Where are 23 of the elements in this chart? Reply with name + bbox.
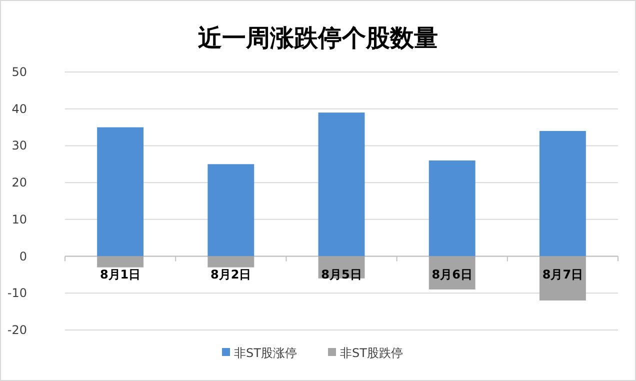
y-tick-label: -10 [7,286,27,300]
bar [318,112,365,256]
y-tick-label: 30 [12,138,27,153]
y-tick-label: -20 [7,323,27,337]
y-tick-label: 10 [12,212,27,226]
x-tick-label: 8月5日 [321,267,362,282]
x-tick-label: 8月1日 [100,267,141,282]
bar [208,164,254,256]
x-tick-label: 8月6日 [432,267,472,282]
x-tick-label: 8月7日 [542,267,584,282]
bar [97,127,144,256]
bar [208,256,254,268]
legend-label: 非ST股涨停 [234,346,297,360]
y-tick-label: 50 [12,65,27,79]
chart-title: 近一周涨跌停个股数量 [198,24,438,52]
bar [97,256,144,268]
bar [539,130,586,256]
bar [428,160,476,256]
legend-label: 非ST股跌停 [340,346,403,360]
y-tick-label: 0 [19,249,27,264]
y-tick-label: 20 [12,176,27,190]
y-tick-label: 40 [12,102,27,116]
x-tick-label: 8月2日 [210,267,252,282]
